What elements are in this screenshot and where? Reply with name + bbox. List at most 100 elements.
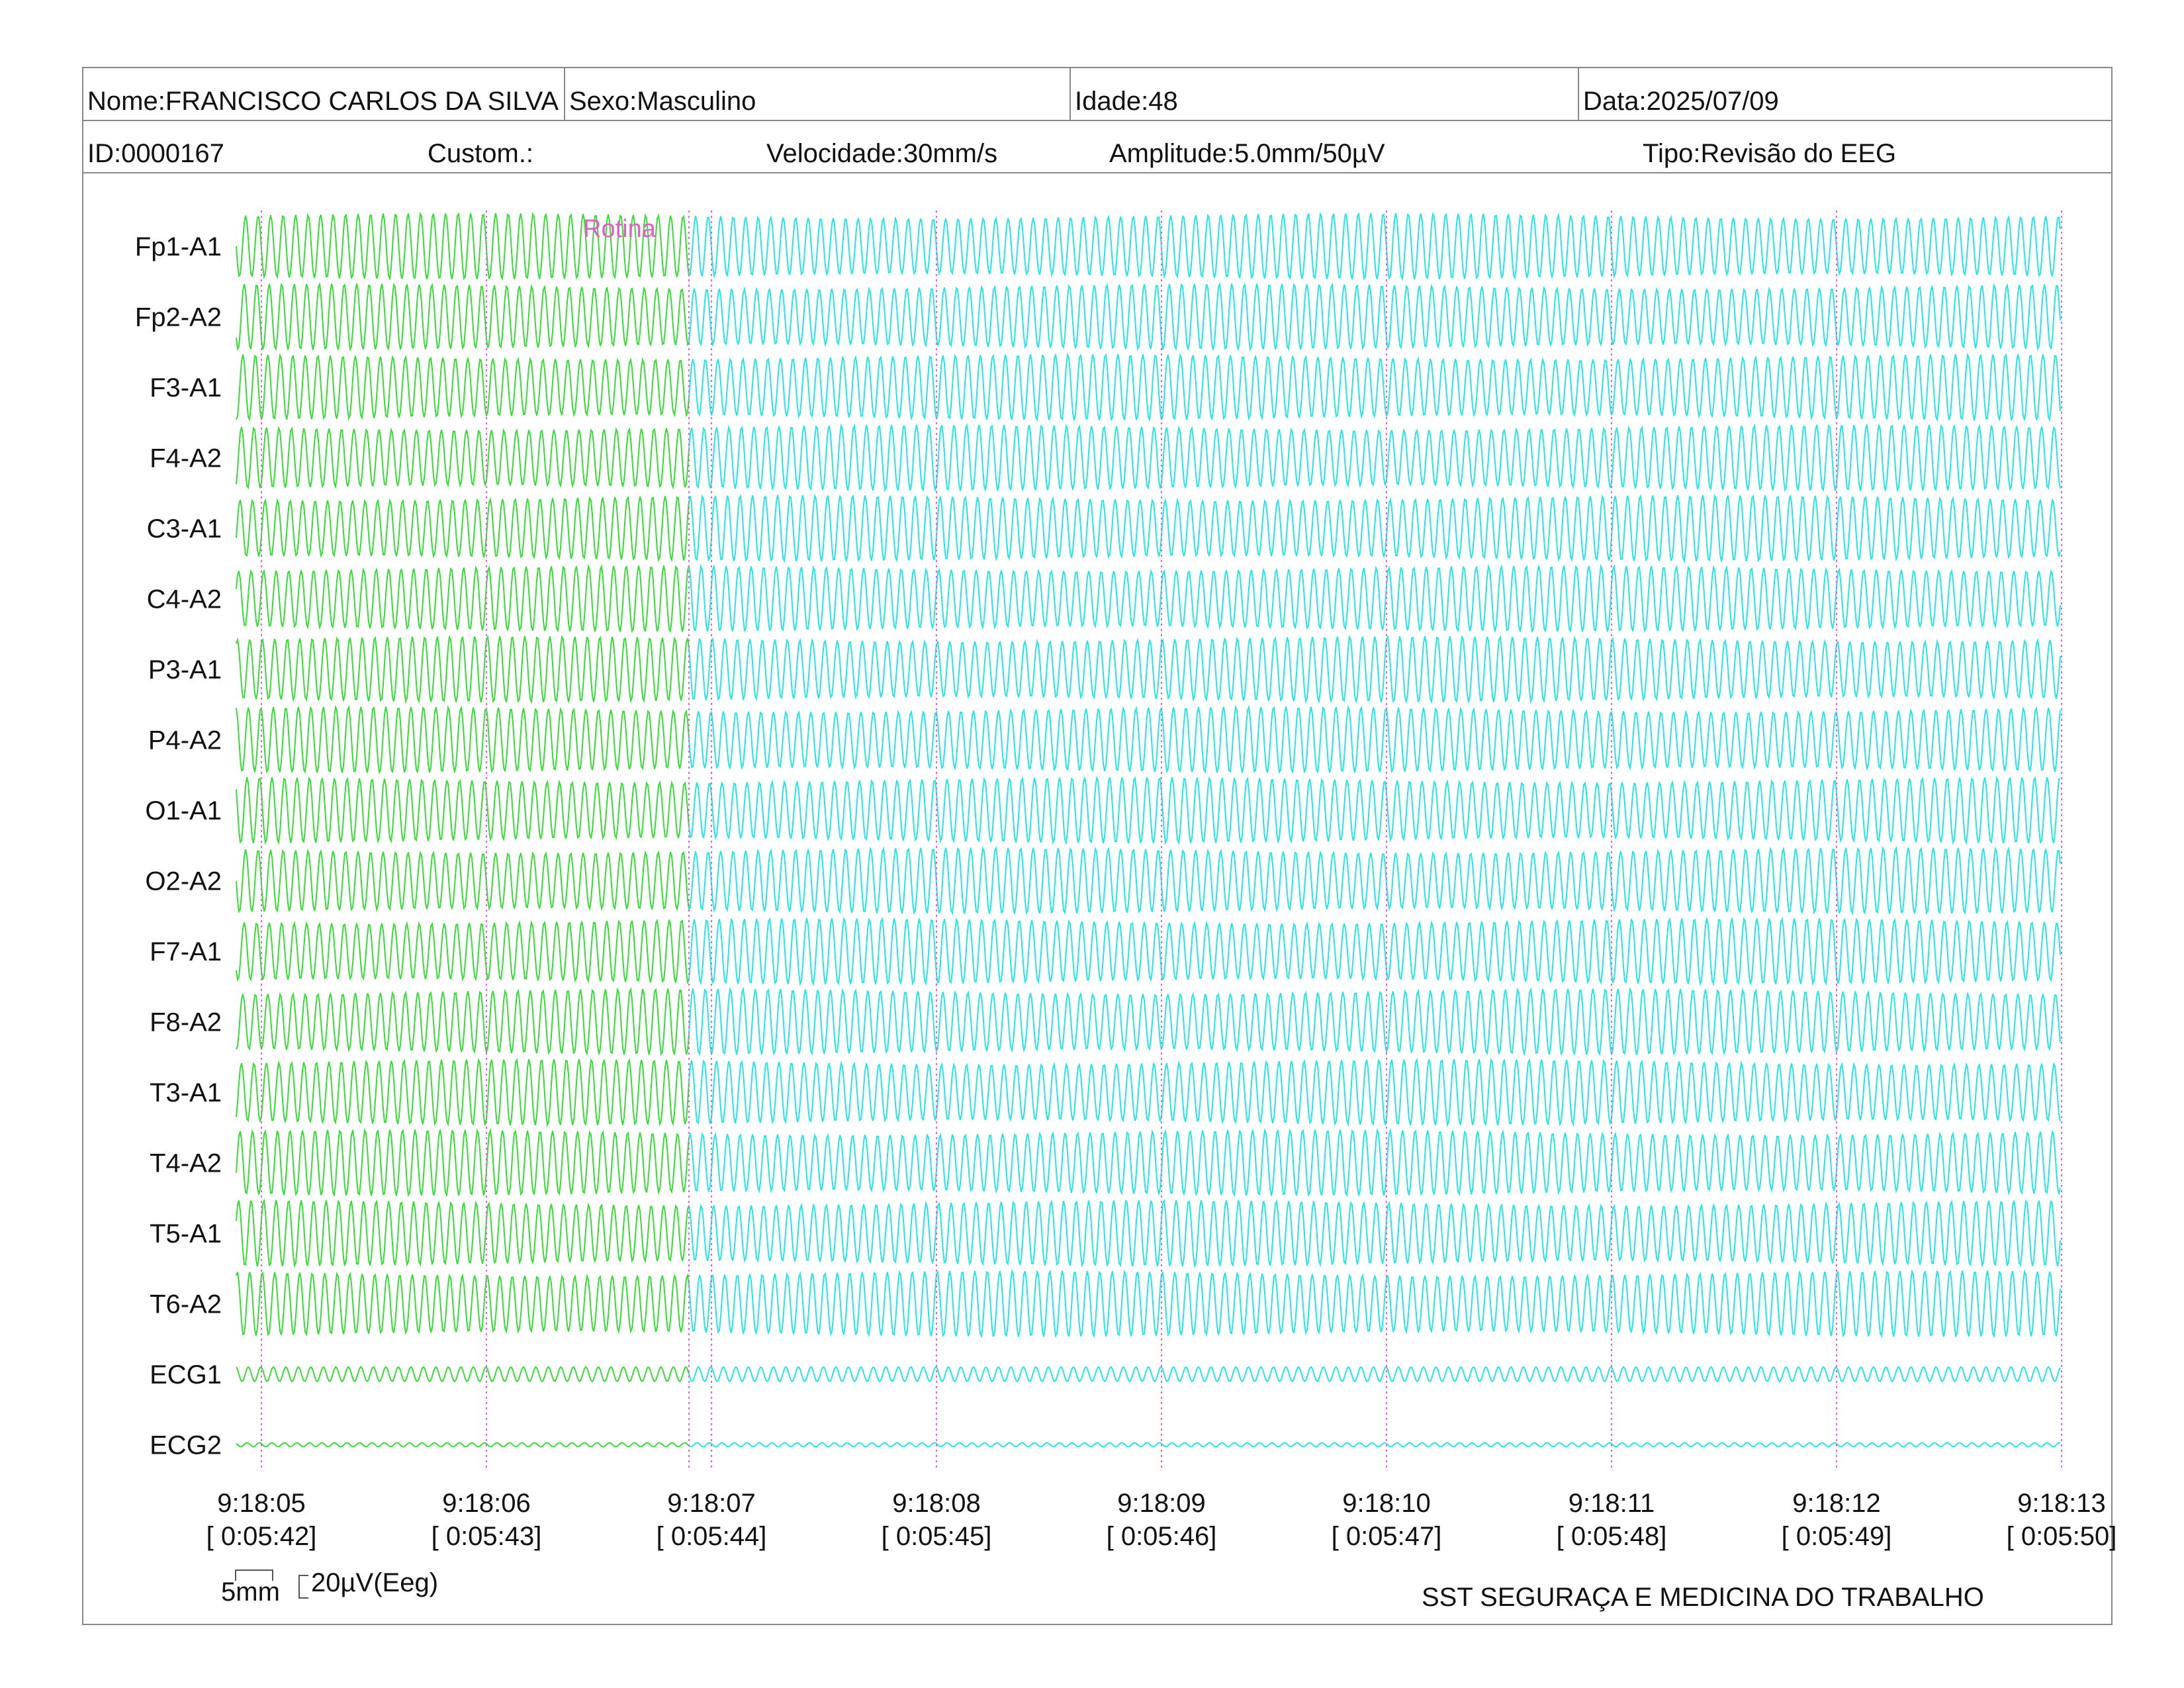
channel-label: C3-A1 (147, 514, 222, 543)
scale-bar-amp-label: 20µV(Eeg) (311, 1568, 438, 1597)
trace-o2-a2-seg1 (236, 849, 690, 914)
tick-clock-label: 9:18:05 (217, 1489, 305, 1518)
trace-c4-a2-seg2 (688, 563, 2061, 633)
custom-field: Custom.: (428, 139, 534, 168)
channel-label: ECG1 (150, 1360, 222, 1389)
trace-p4-a2-seg2 (688, 704, 2061, 774)
tick-clock-label: 9:18:06 (442, 1489, 530, 1518)
trace-t6-a2-seg1 (236, 1271, 690, 1336)
trace-f8-a2-seg2 (688, 986, 2061, 1056)
trace-p3-a1-seg2 (688, 634, 2061, 704)
annotation-label: Rotina (583, 215, 657, 243)
channel-label: P4-A2 (148, 726, 222, 755)
channel-label: T4-A2 (150, 1149, 222, 1178)
trace-f4-a2-seg1 (236, 426, 690, 490)
time-tick-labels: 9:18:05 [ 0:05:42] 9:18:06 [ 0:05:43] 9:18:0… (206, 1489, 2117, 1551)
tick-clock-label: 9:18:11 (1569, 1489, 1655, 1518)
amplitude-cell: Amplitude:5.0mm/50µV (1105, 121, 1639, 172)
channel-label: O1-A1 (145, 796, 222, 825)
scale-bar-time-label: 5mm (221, 1577, 280, 1607)
tick-elapsed-label: [ 0:05:44] (657, 1522, 767, 1551)
tick-clock-label: 9:18:07 (667, 1489, 755, 1518)
channel-label: P3-A1 (148, 655, 222, 684)
channel-label: F8-A2 (150, 1008, 222, 1037)
trace-t5-a1-seg2 (688, 1198, 2061, 1268)
trace-o1-a1-seg1 (236, 776, 690, 845)
tick-elapsed-label: [ 0:05:49] (1782, 1522, 1892, 1551)
trace-c4-a2-seg1 (236, 563, 690, 633)
patient-sex: Sexo:Masculino (569, 87, 756, 116)
patient-age: Idade:48 (1075, 87, 1178, 116)
trace-f7-a1-seg1 (236, 918, 690, 985)
trace-f7-a1-seg2 (688, 917, 2061, 987)
tick-elapsed-label: [ 0:05:45] (882, 1522, 992, 1551)
channel-label: T6-A2 (150, 1290, 222, 1319)
trace-c3-a1-seg2 (688, 493, 2061, 563)
trace-t5-a1-seg1 (236, 1198, 690, 1268)
channel-label: O2-A2 (145, 867, 222, 896)
tick-elapsed-label: [ 0:05:48] (1557, 1522, 1667, 1551)
trace-o1-a1-seg2 (688, 775, 2061, 845)
tick-clock-label: 9:18:13 (2017, 1489, 2105, 1518)
trace-f3-a1-seg1 (236, 353, 690, 422)
footer-org: SST SEGURAÇA E MEDICINA DO TRABALHO (1422, 1583, 1984, 1612)
channel-label: F7-A1 (150, 937, 222, 966)
patient-name-cell: Nome:FRANCISCO CARLOS DA SILVA (83, 68, 565, 120)
speed-cell: Velocidade:30mm/s (762, 121, 1105, 172)
tick-clock-label: 9:18:08 (892, 1489, 980, 1518)
trace-o2-a2-seg2 (688, 845, 2061, 915)
patient-age-cell: Idade:48 (1071, 68, 1579, 120)
channel-label: ECG2 (150, 1431, 222, 1460)
trace-ecg1-seg2 (688, 1366, 2061, 1383)
trace-f8-a2-seg1 (236, 986, 690, 1056)
tick-clock-label: 9:18:09 (1117, 1489, 1205, 1518)
header-row-1: Nome:FRANCISCO CARLOS DA SILVA Sexo:Masc… (83, 68, 2111, 121)
trace-fp1-a1-seg2 (688, 211, 2061, 281)
report-frame: Nome:FRANCISCO CARLOS DA SILVA Sexo:Masc… (82, 67, 2113, 1625)
time-markers (261, 211, 2062, 1471)
tick-clock-label: 9:18:10 (1342, 1489, 1430, 1518)
patient-id-cell: ID:0000167 (83, 121, 424, 172)
speed-setting: Velocidade:30mm/s (766, 139, 998, 168)
trace-p4-a2-seg1 (236, 704, 690, 774)
trace-ecg2-seg2 (688, 1442, 2061, 1448)
trace-fp2-a2-seg2 (688, 281, 2061, 352)
trace-t6-a2-seg2 (688, 1268, 2061, 1338)
trace-ecg2-seg1 (236, 1442, 690, 1448)
tick-elapsed-label: [ 0:05:50] (2007, 1522, 2117, 1551)
type-cell: Tipo:Revisão do EEG (1639, 121, 2102, 172)
trace-t3-a1-seg2 (688, 1057, 2061, 1127)
channel-label: T3-A1 (150, 1078, 222, 1107)
review-type: Tipo:Revisão do EEG (1643, 139, 1897, 168)
scale-bar-time-bracket (235, 1570, 273, 1581)
trace-fp1-a1-seg1 (236, 211, 690, 281)
channel-label: F3-A1 (150, 373, 222, 402)
amplitude-setting: Amplitude:5.0mm/50µV (1109, 139, 1385, 168)
channel-label: F4-A2 (150, 444, 222, 473)
tick-elapsed-label: [ 0:05:42] (206, 1522, 317, 1551)
trace-c3-a1-seg1 (236, 495, 690, 563)
scale-bar: 5mm 20µV(Eeg) (221, 1568, 438, 1607)
patient-id: ID:0000167 (87, 139, 224, 168)
trace-t3-a1-seg1 (236, 1057, 690, 1127)
patient-name: Nome:FRANCISCO CARLOS DA SILVA (87, 87, 559, 116)
tick-elapsed-label: [ 0:05:46] (1107, 1522, 1217, 1551)
channel-label: Fp2-A2 (135, 303, 222, 332)
trace-f4-a2-seg2 (688, 422, 2061, 492)
eeg-traces (236, 211, 2061, 1448)
channel-labels: Fp1-A1 Fp2-A2 F3-A1 F4-A2 C3-A1 C4-A2 P3-A1 P4-… (135, 232, 222, 1460)
trace-t4-a2-seg1 (236, 1127, 690, 1197)
tick-clock-label: 9:18:12 (1792, 1489, 1880, 1518)
custom-cell: Custom.: (424, 121, 762, 172)
exam-date: Data:2025/07/09 (1583, 87, 1779, 116)
trace-fp2-a2-seg1 (236, 281, 690, 352)
trace-p3-a1-seg1 (236, 635, 690, 704)
tick-elapsed-label: [ 0:05:47] (1332, 1522, 1442, 1551)
patient-sex-cell: Sexo:Masculino (565, 68, 1071, 120)
trace-f3-a1-seg2 (688, 352, 2061, 422)
channel-label: Fp1-A1 (135, 232, 222, 261)
channel-label: T5-A1 (150, 1219, 222, 1248)
exam-date-cell: Data:2025/07/09 (1579, 68, 2111, 120)
scale-bar-amp-bracket (298, 1575, 308, 1599)
